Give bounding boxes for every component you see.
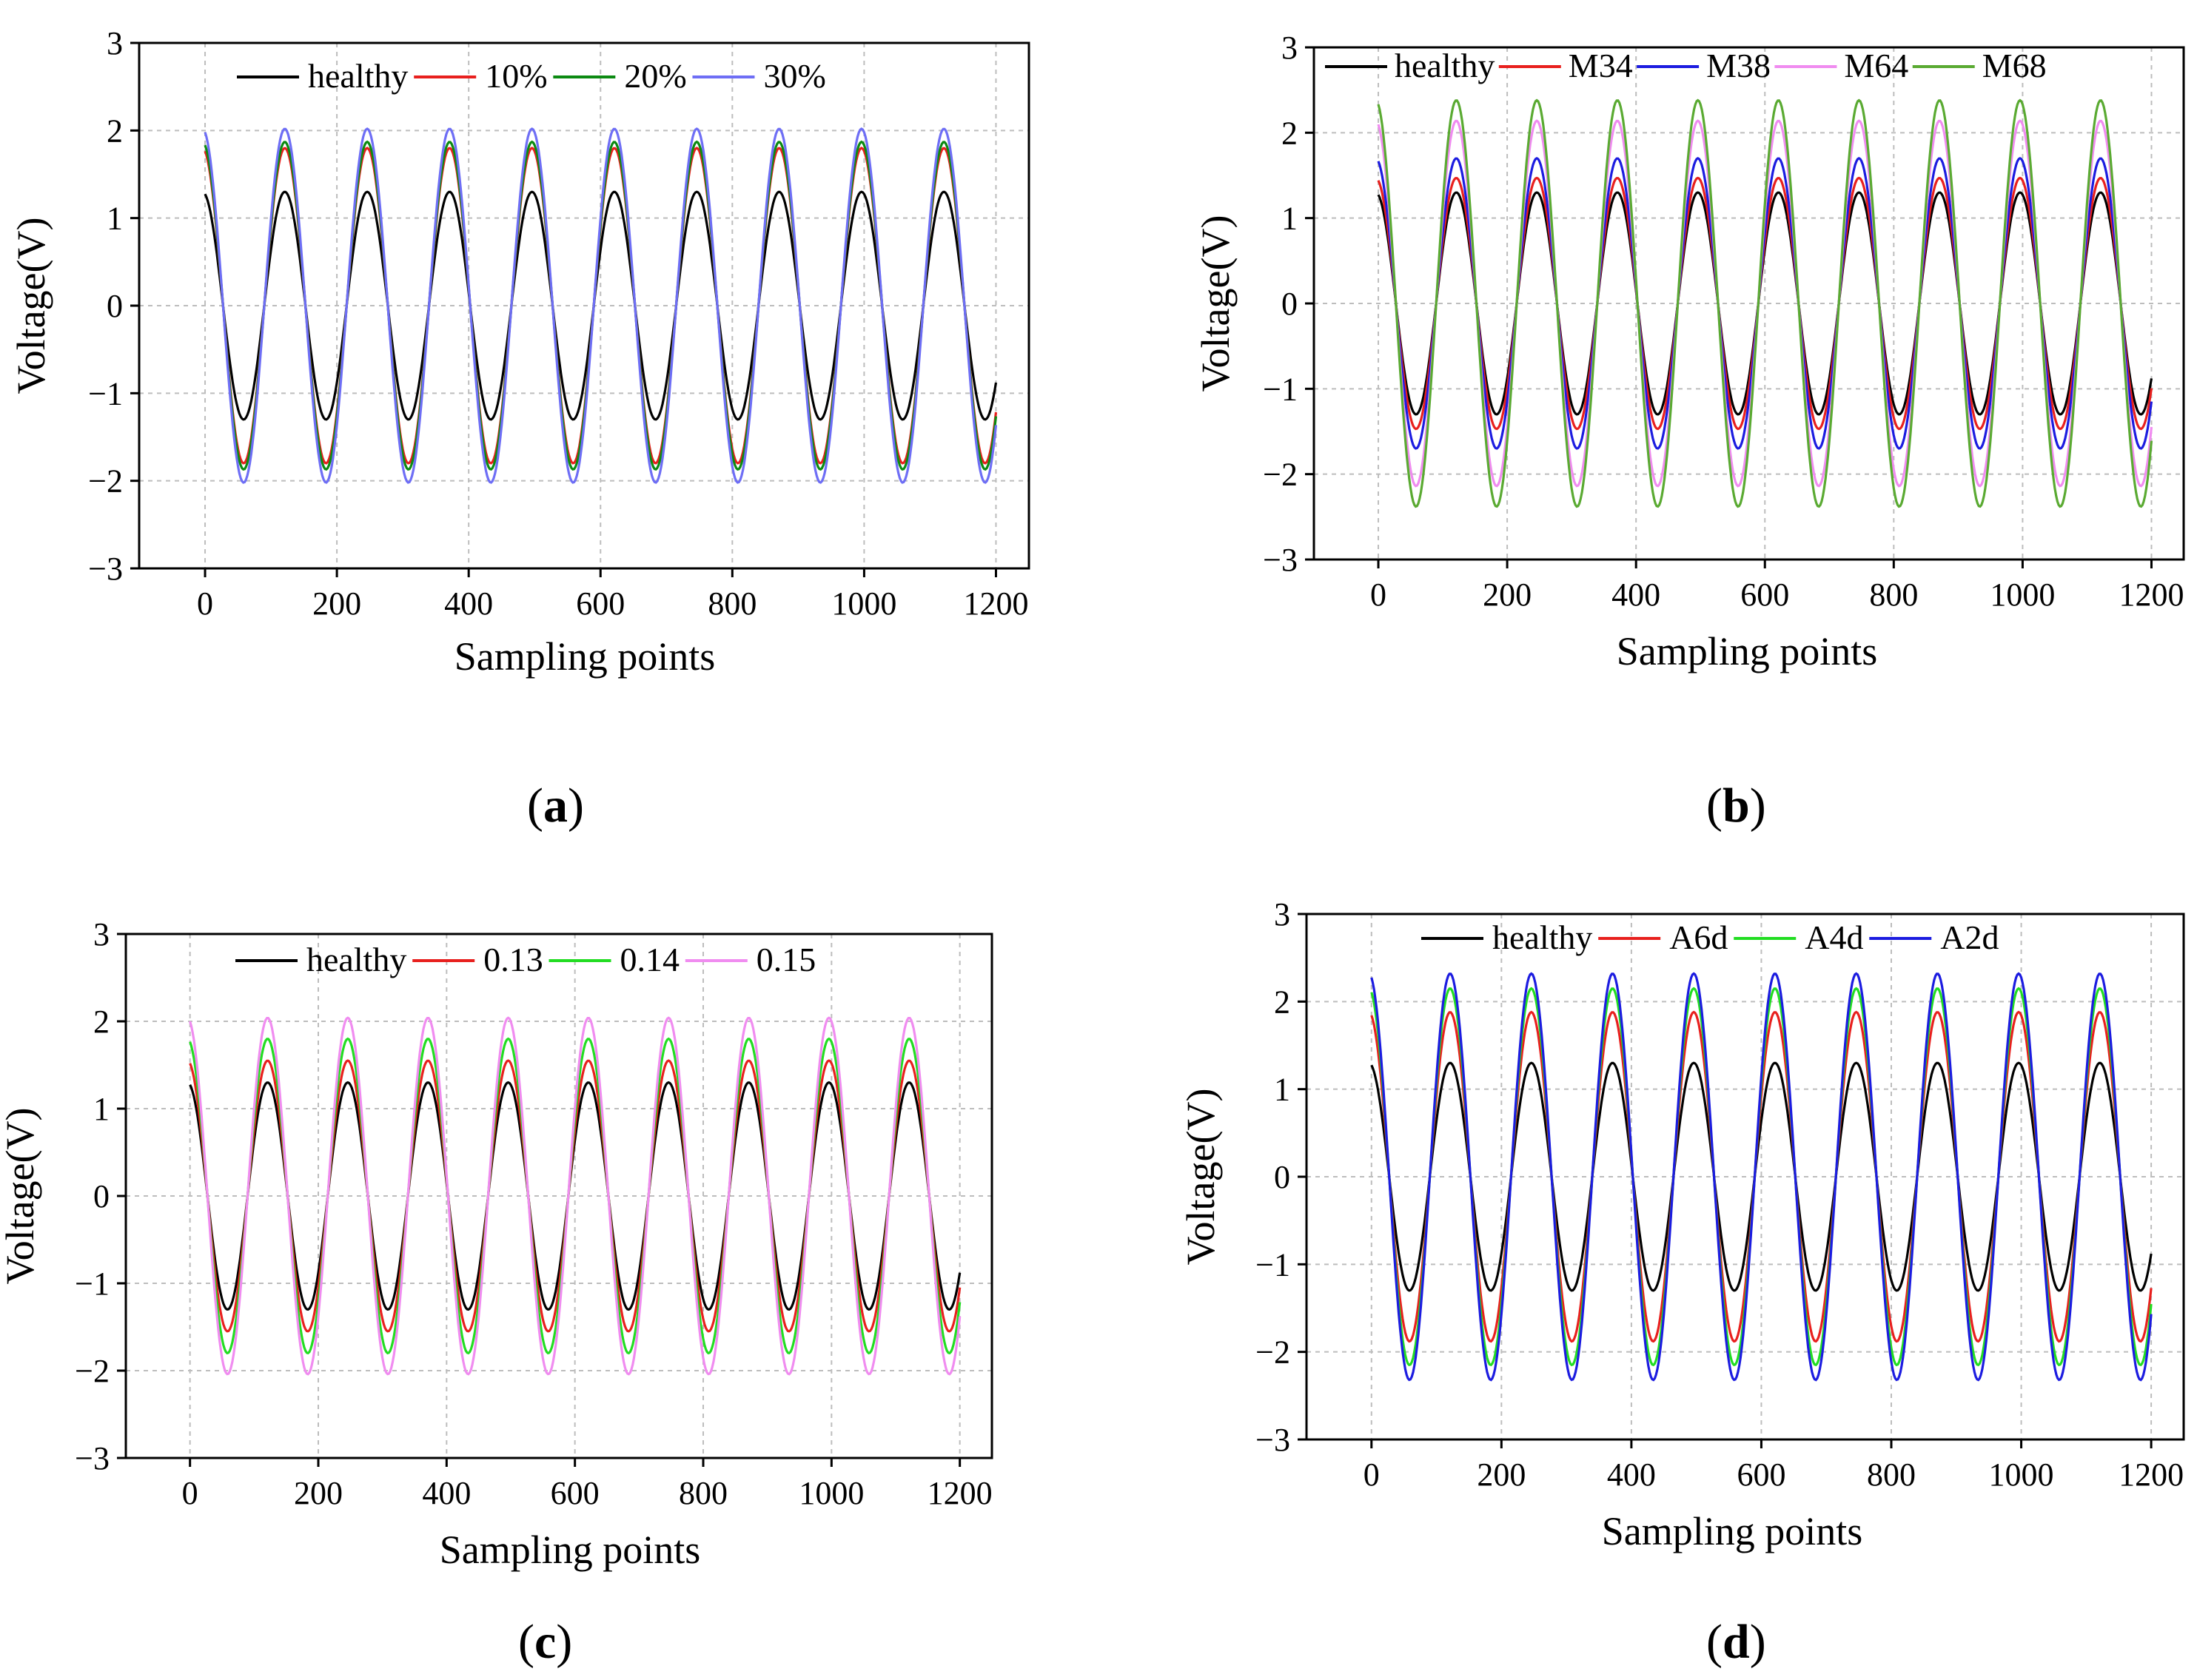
x-axis-label: Sampling points <box>1617 629 1878 673</box>
y-tick-label: −3 <box>75 1440 110 1476</box>
x-tick-label: 1000 <box>831 585 896 622</box>
legend-label: 0.13 <box>483 941 543 978</box>
y-tick-label: −3 <box>88 551 123 587</box>
legend-label: 10% <box>485 57 547 95</box>
y-tick-label: −1 <box>1255 1246 1290 1283</box>
legend-label: healthy <box>1395 47 1495 84</box>
legend-label: 30% <box>763 57 825 95</box>
x-tick-label: 0 <box>1364 1456 1380 1493</box>
y-axis-label: Voltage(V) <box>9 218 53 394</box>
series-line-M68 <box>1377 98 2153 508</box>
x-tick-label: 200 <box>1483 577 1532 613</box>
x-tick-label: 400 <box>1611 577 1660 613</box>
y-tick-label: −2 <box>75 1353 110 1389</box>
y-tick-label: 2 <box>1274 984 1290 1020</box>
x-tick-label: 400 <box>422 1475 471 1511</box>
x-tick-label: 1000 <box>1990 577 2055 613</box>
legend-label: M34 <box>1569 47 1633 84</box>
y-tick-label: −1 <box>1263 371 1298 407</box>
y-tick-label: 0 <box>1274 1159 1290 1195</box>
x-tick-label: 0 <box>197 585 213 622</box>
x-axis-label: Sampling points <box>1602 1509 1863 1553</box>
x-tick-label: 800 <box>679 1475 728 1511</box>
series-line-M38 <box>1377 157 2153 450</box>
legend-label: M38 <box>1706 47 1771 84</box>
panel-c: 0 200 400 600 800 1000 1200 −3 −2 −1 0 1 2 3 Sampling … <box>0 916 993 1669</box>
x-tick-label: 600 <box>576 585 625 622</box>
x-tick-label: 1200 <box>928 1475 993 1511</box>
x-tick-label: 1200 <box>2119 1456 2184 1493</box>
y-tick-label: 3 <box>93 916 110 952</box>
y-tick-label: −2 <box>1263 457 1298 493</box>
y-tick-label: 0 <box>1281 286 1298 322</box>
legend-label: M68 <box>1982 47 2047 84</box>
y-tick-label: 0 <box>93 1178 110 1214</box>
y-axis-label: Voltage(V) <box>1193 215 1238 392</box>
x-tick-label: 200 <box>294 1475 343 1511</box>
series-line-A2d <box>1370 972 2153 1382</box>
panel-b: 0 200 400 600 800 1000 1200 −3 −2 −1 0 1 2 3 Sampling … <box>1193 30 2185 833</box>
x-tick-label: 1200 <box>2119 577 2184 613</box>
x-tick-label: 600 <box>1740 577 1789 613</box>
x-tick-label: 600 <box>551 1475 600 1511</box>
series-line-0.15 <box>189 1016 962 1376</box>
panel-d: 0 200 400 600 800 1000 1200 −3 −2 −1 0 1 2 3 Sampling … <box>1178 896 2185 1669</box>
y-tick-label: −1 <box>75 1266 110 1302</box>
panel-label: (a) <box>527 779 584 833</box>
x-tick-label: 1000 <box>799 1475 864 1511</box>
x-tick-label: 200 <box>1477 1456 1526 1493</box>
x-tick-label: 1000 <box>1989 1456 2054 1493</box>
x-tick-label: 800 <box>1869 577 1918 613</box>
panel-label: (d) <box>1706 1615 1766 1669</box>
legend-label: healthy <box>306 941 406 978</box>
y-tick-label: 1 <box>1274 1072 1290 1108</box>
legend-label: 20% <box>624 57 686 95</box>
panel-a: 0 200 400 600 800 1000 1200 −3 −2 −1 0 1 2 3 Sampling … <box>9 25 1030 833</box>
legend-label: A2d <box>1940 918 1999 956</box>
y-tick-label: 1 <box>107 201 123 237</box>
panel-label: (c) <box>518 1615 572 1669</box>
y-tick-label: −1 <box>88 375 123 411</box>
x-tick-label: 600 <box>1737 1456 1785 1493</box>
legend-label: healthy <box>308 57 408 95</box>
x-tick-label: 800 <box>1867 1456 1916 1493</box>
series-line-healthy <box>1370 1061 2153 1292</box>
y-axis-label: Voltage(V) <box>0 1108 42 1285</box>
legend-label: 0.15 <box>757 941 816 978</box>
y-axis-label: Voltage(V) <box>1178 1089 1223 1266</box>
x-tick-label: 1200 <box>963 585 1028 622</box>
y-tick-label: 3 <box>1274 896 1290 933</box>
y-tick-label: 1 <box>1281 201 1298 237</box>
y-tick-label: −3 <box>1255 1422 1290 1458</box>
y-tick-label: −2 <box>1255 1334 1290 1371</box>
y-tick-label: 2 <box>107 112 123 149</box>
y-tick-label: −3 <box>1263 542 1298 578</box>
x-tick-label: 0 <box>182 1475 198 1511</box>
y-tick-label: 3 <box>107 25 123 61</box>
legend-label: 0.14 <box>620 941 680 978</box>
x-axis-label: Sampling points <box>440 1528 701 1572</box>
y-tick-label: 0 <box>107 288 123 324</box>
x-tick-label: 200 <box>312 585 361 622</box>
legend-label: healthy <box>1492 918 1592 956</box>
series-line-healthy <box>204 190 998 421</box>
x-tick-label: 800 <box>708 585 757 622</box>
y-tick-label: −2 <box>88 463 123 500</box>
y-tick-label: 1 <box>93 1091 110 1127</box>
series-line-30% <box>204 127 998 484</box>
x-tick-label: 400 <box>1607 1456 1656 1493</box>
x-tick-label: 400 <box>444 585 493 622</box>
x-tick-label: 0 <box>1370 577 1386 613</box>
y-tick-label: 2 <box>93 1004 110 1040</box>
panel-label: (b) <box>1706 779 1766 833</box>
plot-frame <box>124 933 993 1459</box>
x-axis-label: Sampling points <box>455 634 716 679</box>
legend-label: A4d <box>1805 918 1863 956</box>
legend-label: A6d <box>1669 918 1728 956</box>
legend-label: M64 <box>1844 47 1908 84</box>
y-tick-label: 2 <box>1281 115 1298 151</box>
y-tick-label: 3 <box>1281 30 1298 66</box>
